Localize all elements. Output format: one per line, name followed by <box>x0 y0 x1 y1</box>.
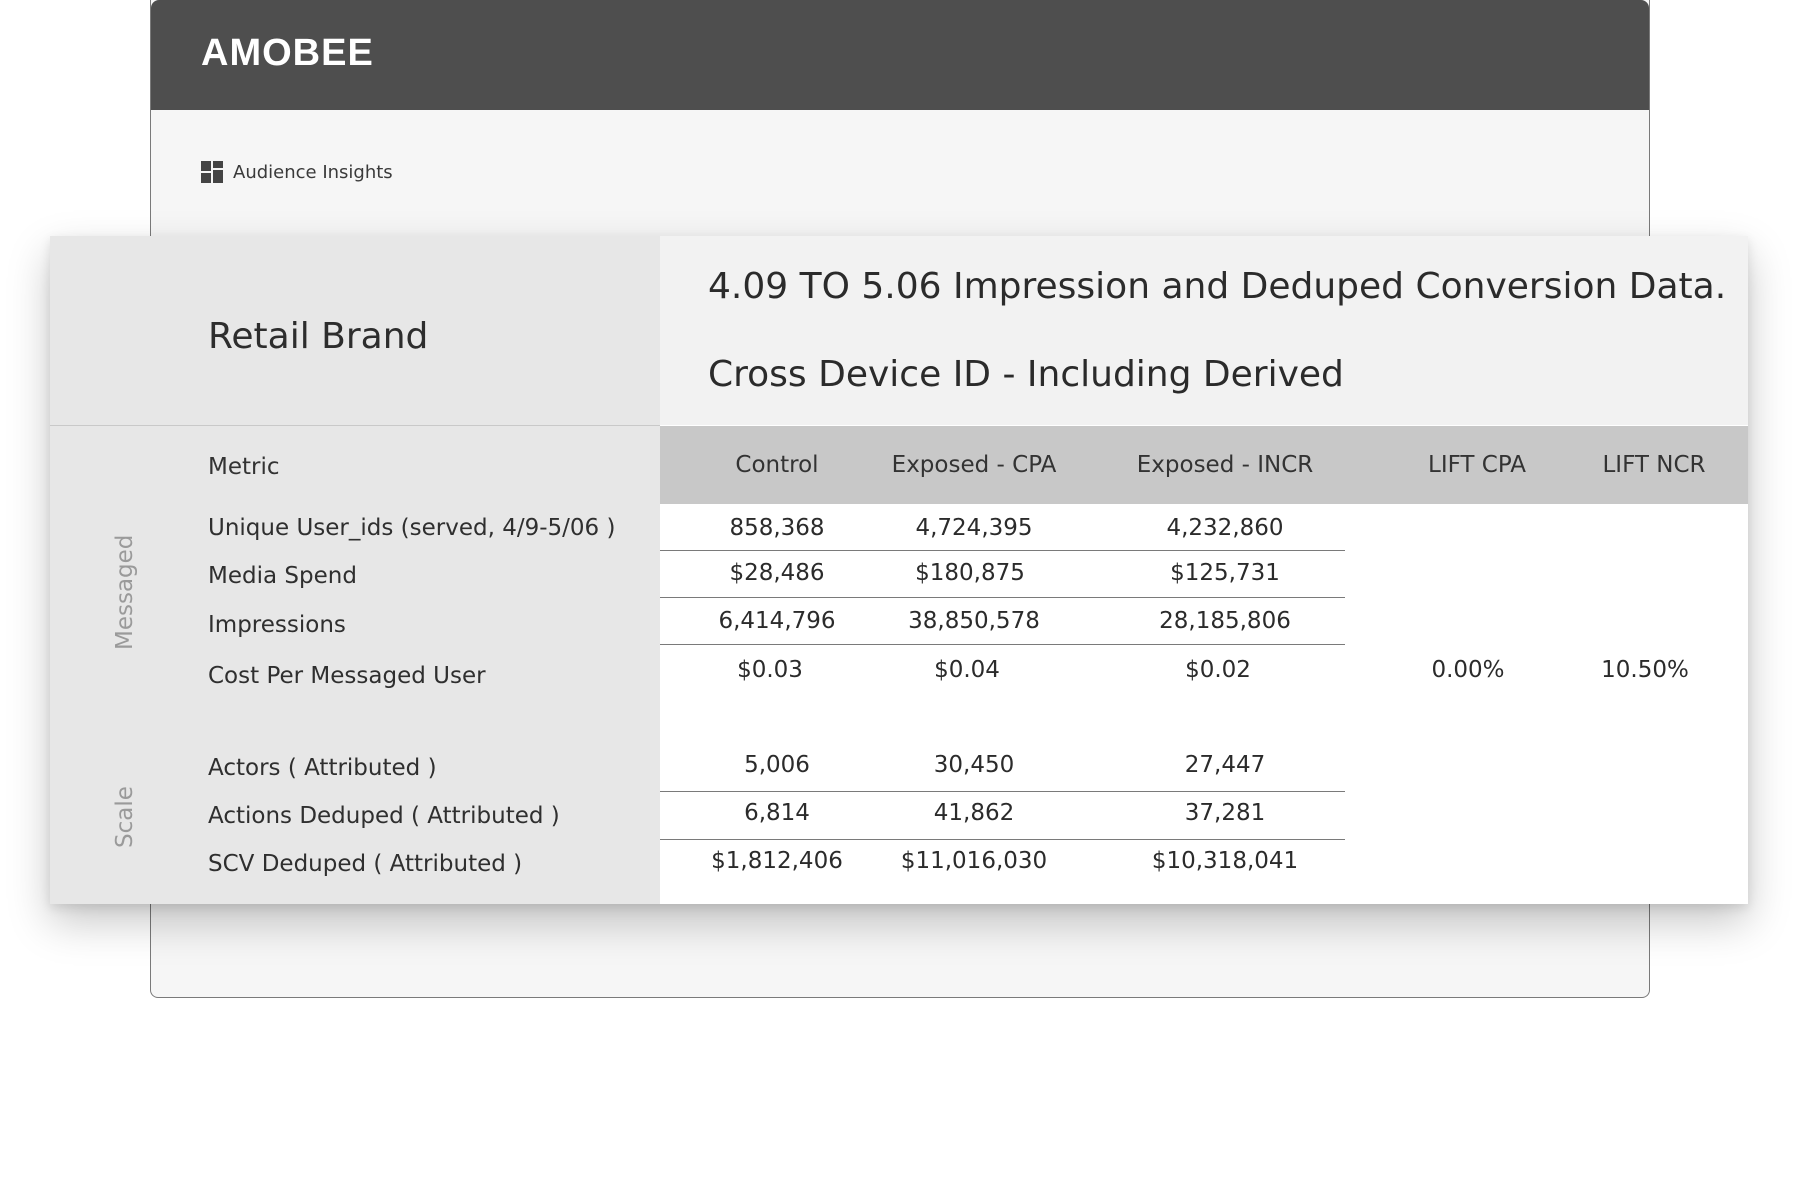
table-cell: 41,862 <box>933 800 1015 826</box>
table-cell: 858,368 <box>729 515 825 541</box>
table-cell: 6,814 <box>744 800 810 826</box>
row-label: Impressions <box>208 612 346 638</box>
table-cell: 28,185,806 <box>1159 608 1291 634</box>
breadcrumb-label: Audience Insights <box>233 161 393 183</box>
table-cell: $0.03 <box>737 657 803 683</box>
brand-header: Retail Brand <box>50 236 660 426</box>
table-cell: 6,414,796 <box>718 608 836 634</box>
column-header-exposed-cpa: Exposed - CPA <box>891 452 1057 478</box>
row-label: Media Spend <box>208 563 357 589</box>
table-cell: 30,450 <box>933 752 1015 778</box>
row-label: Actors ( Attributed ) <box>208 755 437 781</box>
report-title: 4.09 TO 5.06 Impression and Deduped Conv… <box>708 266 1727 307</box>
row-label: Cost Per Messaged User <box>208 663 486 689</box>
brand-name: Retail Brand <box>208 316 429 357</box>
column-header-lift-cpa: LIFT CPA <box>1428 452 1526 478</box>
report-card: Retail Brand 4.09 TO 5.06 Impression and… <box>50 236 1748 904</box>
table-cell: $1,812,406 <box>711 848 843 874</box>
table-cell: $11,016,030 <box>900 848 1048 874</box>
row-divider <box>660 644 1345 645</box>
table-cell: 5,006 <box>744 752 810 778</box>
top-bar: AMOBEE <box>151 0 1649 110</box>
row-divider <box>660 791 1345 792</box>
dashboard-icon <box>201 161 223 183</box>
row-label: SCV Deduped ( Attributed ) <box>208 851 523 877</box>
table-cell: 4,724,395 <box>915 515 1033 541</box>
column-header-control: Control <box>735 452 819 478</box>
table-cell: $10,318,041 <box>1151 848 1299 874</box>
lift-ncr-value: 10.50% <box>1601 657 1689 683</box>
table-cell: $180,875 <box>915 560 1025 586</box>
lift-cpa-value: 0.00% <box>1431 657 1505 683</box>
row-divider <box>660 597 1345 598</box>
table-cell: $28,486 <box>729 560 825 586</box>
metric-panel <box>50 236 660 904</box>
row-divider <box>660 550 1345 551</box>
row-label: Unique User_ids (served, 4/9-5/06 ) <box>208 515 616 541</box>
table-cell: 27,447 <box>1184 752 1266 778</box>
report-header: 4.09 TO 5.06 Impression and Deduped Conv… <box>660 236 1748 425</box>
table-cell: $0.04 <box>934 657 1000 683</box>
brand-logo[interactable]: AMOBEE <box>201 32 374 74</box>
metric-header: Metric <box>208 454 280 480</box>
row-divider <box>660 839 1345 840</box>
table-cell: 37,281 <box>1184 800 1266 826</box>
column-header-lift-ncr: LIFT NCR <box>1602 452 1706 478</box>
table-cell: 4,232,860 <box>1166 515 1284 541</box>
row-label: Actions Deduped ( Attributed ) <box>208 803 560 829</box>
table-cell: $125,731 <box>1170 560 1280 586</box>
group-label-scale: Scale <box>112 786 138 848</box>
column-header-row: Control Exposed - CPA Exposed - INCR LIF… <box>660 426 1748 504</box>
breadcrumb[interactable]: Audience Insights <box>201 161 393 183</box>
table-cell: $0.02 <box>1185 657 1251 683</box>
column-header-exposed-incr: Exposed - INCR <box>1136 452 1314 478</box>
group-label-messaged: Messaged <box>112 534 138 650</box>
table-cell: 38,850,578 <box>908 608 1040 634</box>
report-subtitle: Cross Device ID - Including Derived <box>708 354 1344 395</box>
